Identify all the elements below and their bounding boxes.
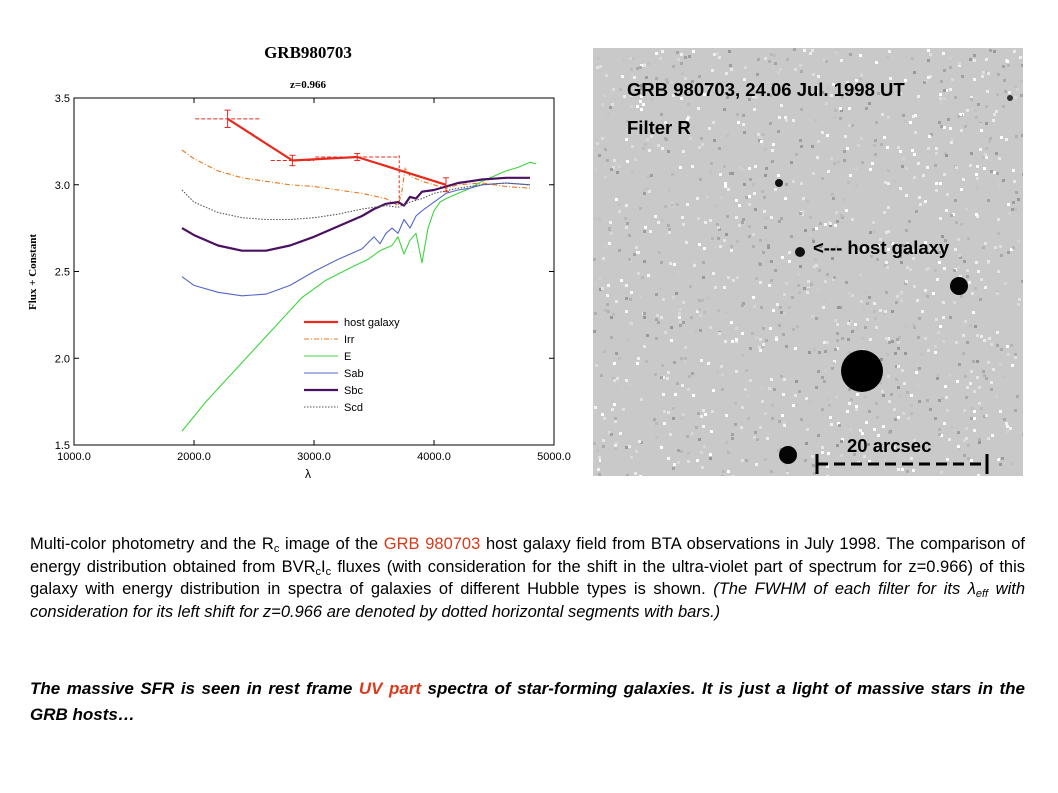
filter-label: Filter R	[627, 117, 691, 138]
host-galaxy-label: <--- host galaxy	[813, 237, 950, 258]
y-tick-label: 2.0	[55, 353, 70, 365]
grb-highlight: GRB 980703	[383, 535, 481, 553]
chart-title: GRB980703	[264, 43, 352, 62]
caption-text: fluxes (with consideration for the shift…	[30, 557, 1025, 599]
caption-text: Multi-color photometry and the R	[30, 535, 274, 553]
series-line-sbc	[181, 176, 530, 252]
caption-italic-note: with consideration for its left shift fo…	[30, 580, 1025, 621]
caption-paragraph-2: The massive SFR is seen in rest frame UV…	[30, 676, 1025, 728]
bright-star-object	[841, 350, 883, 392]
caption-text: image of the	[279, 535, 384, 553]
legend-label: Scd	[344, 402, 363, 414]
star-object	[775, 179, 783, 187]
caption-subscript: eff	[975, 588, 989, 600]
x-axis-label: λ	[305, 467, 311, 481]
uv-highlight: UV part	[358, 679, 422, 698]
x-tick-label: 5000.0	[537, 451, 571, 463]
y-tick-label: 1.5	[55, 440, 70, 452]
star-object	[950, 277, 968, 295]
caption-subscript: c	[315, 565, 322, 578]
series-line-irr	[181, 149, 531, 207]
y-axis-label: Flux + Constant	[27, 234, 39, 310]
series-line-sab	[181, 182, 531, 297]
scale-label: 20 arcsec	[847, 435, 931, 456]
scale-bar	[815, 454, 989, 474]
x-tick-label: 1000.0	[57, 451, 91, 463]
r-band-image: GRB 980703, 24.06 Jul. 1998 UT Filter R …	[593, 48, 1023, 476]
caption-text: host galaxy field from BTA observations …	[30, 535, 1025, 576]
caption-subscript: c	[325, 565, 332, 578]
sed-chart: 1000.0 2000.0 3000.0 4000.0 5000.0 1.5 2.0 2.5 3…	[22, 32, 578, 487]
chart-subtitle: z=0.966	[290, 79, 326, 91]
legend-label: E	[344, 351, 351, 363]
caption-text: spectra of star-forming galaxies. It is …	[30, 679, 1025, 724]
legend-label: Irr	[344, 334, 355, 346]
y-tick-label: 3.5	[55, 93, 70, 105]
x-tick-label: 4000.0	[417, 451, 451, 463]
legend-label: host galaxy	[344, 317, 400, 329]
caption-subscript: c	[273, 543, 280, 555]
star-object	[779, 446, 797, 464]
caption-text: I	[321, 557, 326, 576]
series-line-host-galaxy	[227, 117, 447, 186]
sed-chart-svg: 1000.0 2000.0 3000.0 4000.0 5000.0 1.5 2.0 2.5 3…	[27, 43, 571, 481]
host-galaxy-object	[795, 247, 805, 257]
y-tick-label: 2.5	[55, 267, 70, 279]
x-tick-label: 2000.0	[177, 451, 211, 463]
x-tick-label: 3000.0	[297, 451, 331, 463]
star-object	[1007, 95, 1013, 101]
caption-paragraph-1: Multi-color photometry and the Rc image …	[30, 533, 1025, 623]
image-title: GRB 980703, 24.06 Jul. 1998 UT	[627, 79, 905, 100]
caption-italic-note: (The FWHM of each filter for its λ	[713, 580, 976, 598]
series-line-scd	[181, 182, 531, 221]
r-band-image-svg: GRB 980703, 24.06 Jul. 1998 UT Filter R …	[593, 48, 1023, 476]
legend-label: Sab	[344, 368, 364, 380]
y-tick-label: 3.0	[55, 180, 70, 192]
legend-label: Sbc	[344, 385, 363, 397]
caption-text: The massive SFR is seen in rest frame	[30, 679, 359, 698]
